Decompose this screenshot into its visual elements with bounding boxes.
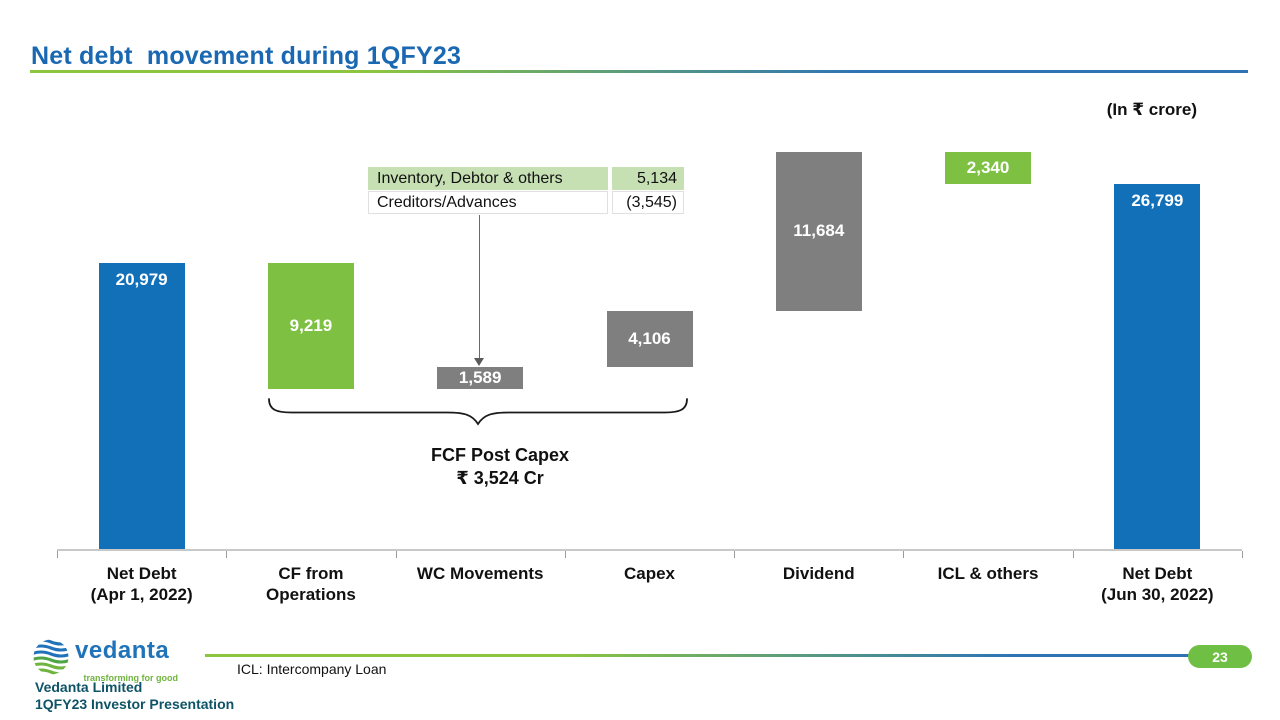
axis-tick	[395, 551, 397, 558]
category-label-line: Operations	[266, 585, 356, 604]
callout-label-cell: Creditors/Advances	[368, 191, 608, 214]
category-label-dividend: Dividend	[734, 563, 903, 584]
bar-value-label: 9,219	[289, 315, 333, 335]
bar-value-label: 11,684	[793, 221, 845, 241]
callout-row: Inventory, Debtor & others 5,134	[368, 167, 684, 190]
bar-wc-movements: 1,589	[437, 367, 524, 389]
axis-tick	[1242, 551, 1243, 558]
bar-dividend: 11,684	[775, 151, 862, 312]
bar-net-debt-apr-1-2022: 20,979	[98, 263, 185, 549]
callout-label-cell: Inventory, Debtor & others	[368, 167, 608, 190]
axis-tick	[564, 551, 566, 558]
footer-company-block: Vedanta Limited 1QFY23 Investor Presenta…	[35, 679, 234, 713]
category-label-line: (Apr 1, 2022)	[90, 585, 193, 604]
vedanta-logo: vedanta transforming for good	[33, 639, 213, 683]
callout-table: Inventory, Debtor & others 5,134 Creditors…	[368, 167, 684, 215]
logo-tagline: transforming for good	[83, 673, 179, 683]
footer-presentation-name: 1QFY23 Investor Presentation	[35, 696, 235, 712]
bar-cf-from-operations: 9,219	[267, 263, 354, 389]
fcf-annotation: FCF Post Capex ₹ 3,524 Cr	[350, 444, 650, 490]
bar-value-label: 26,799	[1131, 190, 1184, 210]
bar-icl-others: 2,340	[945, 151, 1032, 184]
category-label-icl-others: ICL & others	[903, 563, 1072, 584]
footer-divider-line	[205, 654, 1213, 657]
category-label-line: Net Debt	[1122, 564, 1193, 583]
page-number-badge: 23	[1188, 645, 1252, 668]
category-label-line: WC Movements	[416, 564, 544, 583]
axis-tick	[903, 551, 905, 558]
fcf-annotation-title: FCF Post Capex	[430, 445, 570, 465]
callout-value-cell: (3,545)	[612, 191, 684, 214]
arrow-down-icon	[474, 358, 484, 366]
category-label-line: Dividend	[782, 564, 855, 583]
bar-value-label: 20,979	[115, 270, 168, 289]
category-label-line: (Jun 30, 2022)	[1101, 585, 1214, 604]
axis-tick	[226, 551, 228, 558]
bar-net-debt-jun-30-2022: 26,799	[1114, 183, 1201, 549]
bar-value-label: 1,589	[458, 367, 502, 387]
category-label-capex: Capex	[565, 563, 734, 584]
bar-value-label: 2,340	[966, 157, 1010, 177]
callout-arrow-line	[479, 215, 480, 358]
x-axis-line	[57, 549, 1242, 551]
category-label-line: Net Debt	[106, 564, 177, 583]
page-title: Net debt movement during 1QFY23	[31, 42, 462, 70]
axis-tick	[57, 551, 58, 558]
callout-value-cell: 5,134	[612, 167, 684, 190]
axis-tick	[1072, 551, 1074, 558]
category-label-net-debt-jun-30-2022: Net Debt (Jun 30, 2022)	[1073, 563, 1242, 605]
bar-value-label: 4,106	[628, 329, 671, 349]
fcf-annotation-value: ₹ 3,524 Cr	[456, 468, 544, 488]
callout-row: Creditors/Advances (3,545)	[368, 191, 684, 214]
globe-icon	[33, 639, 69, 675]
axis-tick	[734, 551, 736, 558]
bar-capex: 4,106	[606, 311, 693, 367]
category-label-line: ICL & others	[937, 564, 1039, 583]
category-label-line: CF from	[278, 564, 344, 583]
logo-wordmark: vedanta	[75, 637, 170, 664]
unit-label: (In ₹ crore)	[1106, 100, 1197, 119]
footer-company-name: Vedanta Limited	[35, 679, 143, 695]
category-label-line: Capex	[623, 564, 675, 583]
category-label-net-debt-apr-1-2022: Net Debt (Apr 1, 2022)	[57, 563, 226, 605]
category-label-wc-movements: WC Movements	[396, 563, 565, 584]
title-underline	[30, 70, 1248, 73]
footnote-icl: ICL: Intercompany Loan	[237, 661, 387, 677]
category-label-cf-from-operations: CF from Operations	[226, 563, 395, 605]
brace-icon	[268, 398, 688, 426]
